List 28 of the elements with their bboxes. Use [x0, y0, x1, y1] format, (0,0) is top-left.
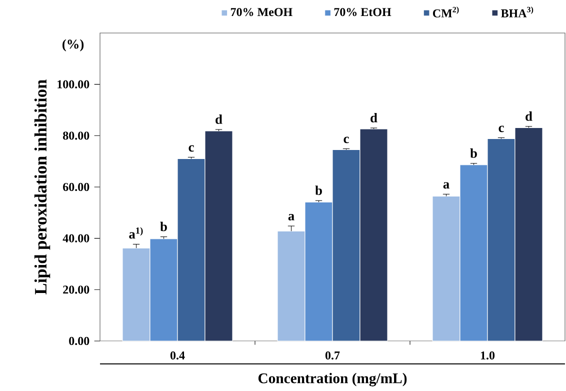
annotation: c [498, 126, 504, 132]
annotation: a [443, 182, 450, 189]
annotation: c [188, 145, 194, 152]
text: (%) [62, 39, 84, 52]
y-axis-title: Lipid peroxidation inhibition [34, 80, 50, 294]
x-tick-label: 0.7 [325, 351, 340, 360]
legend-label: 70% EtOH [334, 8, 392, 16]
y-tick-label: 40.00 [62, 234, 90, 242]
x-axis-title: Concentration (mg/mL) [258, 372, 407, 386]
y-tick-label: 80.00 [63, 132, 90, 140]
annotation: a$^{1)}$ [129, 227, 143, 239]
x-tick-label: 1.0 [480, 351, 495, 360]
annotation: c [344, 136, 349, 144]
y-tick-label: 60.00 [63, 182, 90, 192]
annotation: b [315, 186, 322, 195]
legend-label: 70% MeOH [230, 8, 292, 16]
y-tick-label: 100.00 [58, 80, 90, 88]
legend-label: BHA$^{3)}$ [500, 6, 534, 18]
y-tick-label: 0.00 [69, 336, 90, 346]
legend-label: CM$^{2)}$ [432, 6, 459, 18]
annotation: b [470, 148, 477, 158]
annotation: a [288, 214, 294, 220]
annotation: d [526, 111, 532, 121]
annotation: b [160, 222, 167, 232]
y-tick-label: 20.00 [63, 286, 90, 294]
x-tick-label: 0.4 [170, 351, 185, 360]
annotation: d [370, 112, 378, 122]
annotation: d [216, 114, 222, 124]
